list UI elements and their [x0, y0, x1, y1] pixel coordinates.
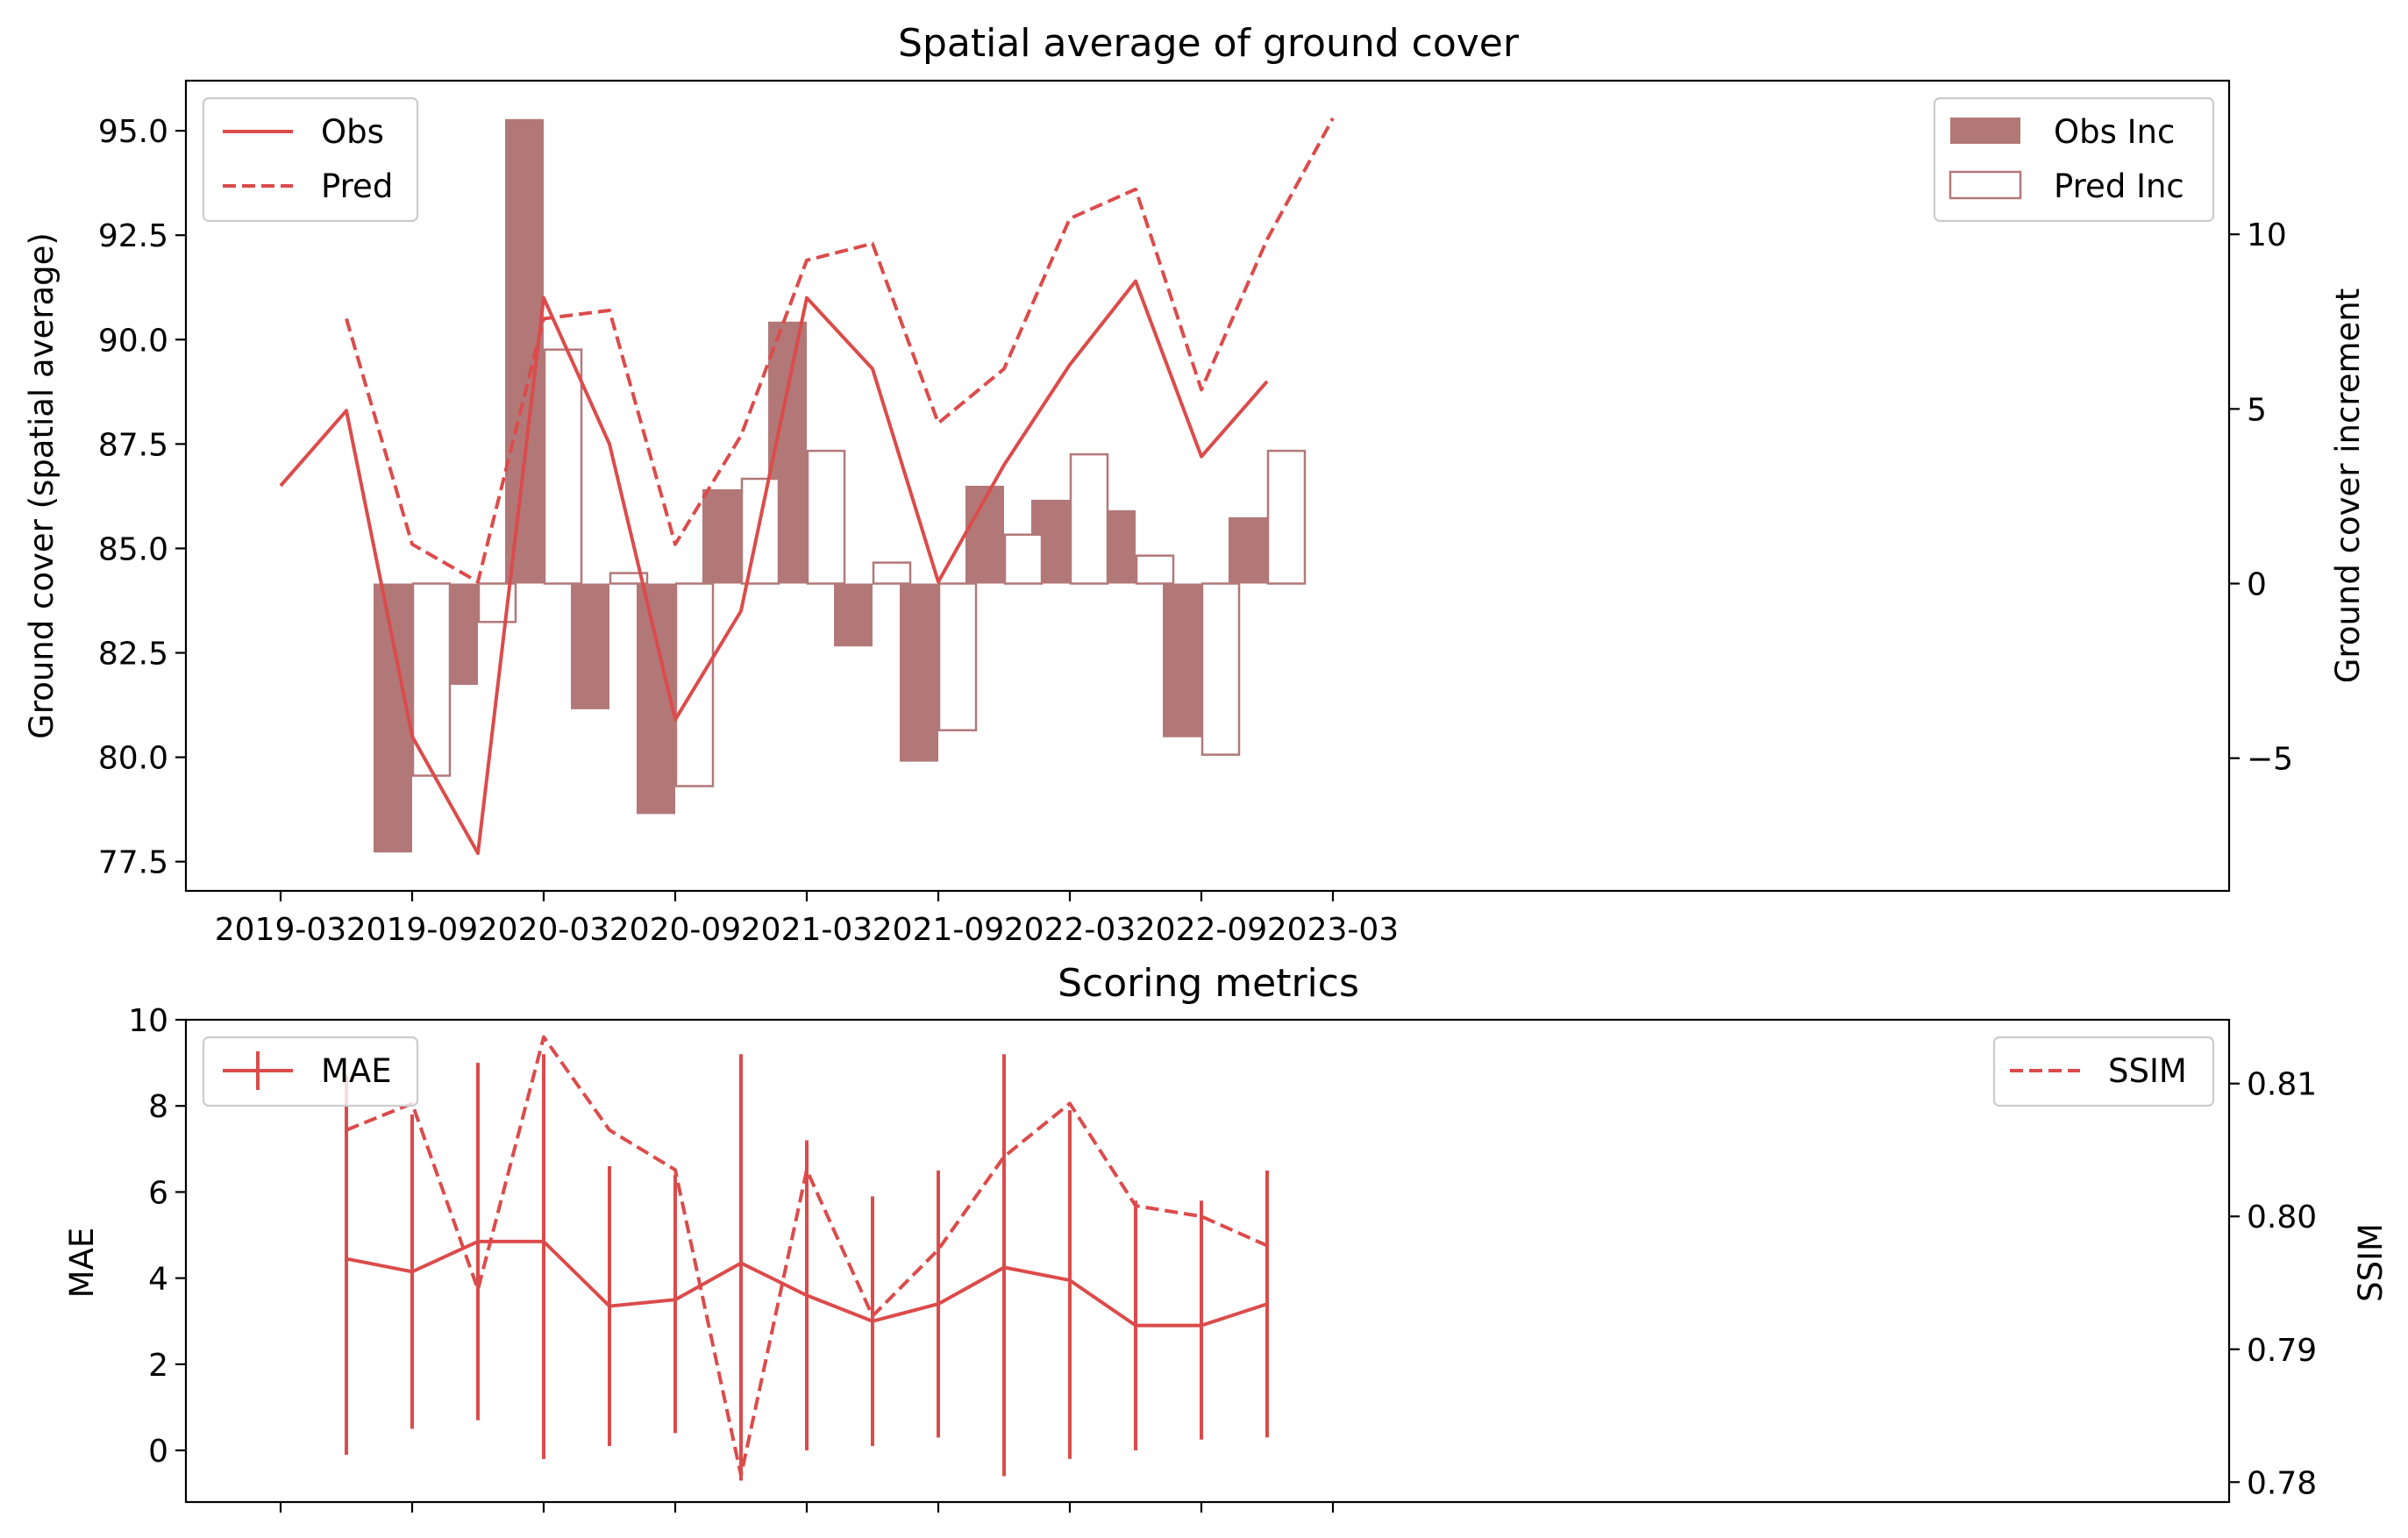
bottom-y-tick-label: 10: [128, 1003, 168, 1039]
obs-inc-bar: [834, 583, 873, 647]
top-y-tick-label: 90.0: [98, 323, 168, 359]
pred-inc-bar: [1266, 449, 1307, 585]
legend-pred-inc-swatch: [1948, 170, 2022, 200]
top-x-tick-label: 2023-03: [1267, 912, 1399, 948]
ground-cover-chart: Spatial average of ground cover 2019-03 2…: [23, 21, 2367, 948]
top-x-tick-label: 2020-03: [478, 912, 609, 948]
bottom-left-y-axis: 0 2 4 6 8 10: [128, 1003, 186, 1470]
bottom-plot-frame: [184, 1018, 2231, 1504]
bottom-y2-tick-label: 0.81: [2247, 1067, 2317, 1103]
pred-inc-bar: [411, 582, 452, 777]
bottom-left-legend: MAE: [202, 1036, 419, 1107]
pred-inc-bar: [740, 477, 780, 585]
bottom-right-y-label: SSIM: [2352, 1223, 2390, 1302]
increment-bars: [374, 118, 1307, 853]
top-y-tick-label: 80.0: [98, 741, 168, 777]
legend-obs-inc-swatch: [1950, 117, 2020, 144]
obs-inc-bar: [900, 583, 938, 762]
obs-inc-bar: [571, 583, 609, 709]
ssim-line: [346, 1035, 1268, 1477]
top-left-legend: Obs Pred: [202, 96, 419, 223]
scoring-metrics-chart: Scoring metrics 0 2 4 6 8 10 0.78 0.79 0.80 0.81…: [63, 961, 2390, 1513]
legend-mae-label: MAE: [321, 1052, 392, 1090]
top-x-tick-label: 2019-09: [346, 912, 478, 948]
pred-inc-bar: [543, 348, 583, 585]
pred-inc-bar: [609, 572, 649, 585]
top-y-tick-label: 95.0: [98, 114, 168, 150]
pred-inc-bar: [1069, 452, 1109, 585]
pred-inc-bar: [806, 449, 846, 585]
bottom-right-y-axis: 0.78 0.79 0.80 0.81: [2229, 1067, 2317, 1501]
top-right-legend: Obs Inc Pred Inc: [1933, 96, 2215, 223]
legend-ssim-label: SSIM: [2108, 1052, 2187, 1090]
ground-cover-lines: [279, 117, 1335, 856]
top-plot-frame: [184, 79, 2231, 893]
obs-line: [279, 279, 1269, 856]
pred-line: [345, 117, 1335, 584]
obs-inc-bar: [702, 488, 741, 584]
top-y2-tick-label: 10: [2247, 217, 2287, 253]
top-y-tick-label: 82.5: [98, 637, 168, 673]
top-left-y-axis: 77.5 80.0 82.5 85.0 87.5 90.0 92.5 95.0: [98, 114, 186, 881]
pred-inc-bar: [872, 561, 912, 585]
bottom-y-tick-label: 8: [148, 1089, 168, 1125]
obs-inc-bar: [1163, 583, 1201, 737]
top-x-tick-label: 2022-09: [1136, 912, 1267, 948]
top-left-y-label: Ground cover (spatial average): [23, 232, 61, 739]
bottom-y-tick-label: 6: [148, 1175, 168, 1211]
top-x-tick-label: 2020-09: [609, 912, 741, 948]
legend-pred-inc-label: Pred Inc: [2054, 167, 2184, 205]
top-x-tick-label: 2021-03: [741, 912, 873, 948]
bottom-x-axis: [279, 1502, 1335, 1513]
top-y2-tick-label: 5: [2247, 392, 2267, 428]
legend-pred-label: Pred: [321, 167, 393, 205]
bottom-right-legend-box: [1992, 1036, 2215, 1107]
top-y-tick-label: 87.5: [98, 427, 168, 463]
pred-inc-bar: [1135, 554, 1175, 585]
bottom-y-tick-label: 4: [148, 1262, 168, 1298]
bottom-right-legend: SSIM: [1992, 1036, 2215, 1107]
scoring-lines: [345, 1035, 1269, 1481]
bottom-y2-tick-label: 0.80: [2247, 1200, 2317, 1235]
top-y2-tick-label: −5: [2247, 742, 2293, 778]
pred-inc-bar: [1200, 582, 1241, 756]
top-y-tick-label: 77.5: [98, 845, 168, 881]
top-x-tick-label: 2019-03: [215, 912, 346, 948]
pred-inc-bar: [1003, 533, 1044, 585]
top-right-y-label: Ground cover increment: [2329, 288, 2367, 683]
legend-obs-inc-label: Obs Inc: [2054, 113, 2175, 151]
top-x-axis: 2019-03 2019-09 2020-03 2020-09 2021-03 2021-…: [215, 891, 1399, 948]
obs-inc-bar: [374, 583, 412, 853]
top-right-y-axis: −5 0 5 10: [2229, 217, 2293, 778]
obs-inc-bar: [1229, 516, 1267, 584]
top-left-legend-box: [202, 96, 419, 223]
bottom-chart-title: Scoring metrics: [1058, 961, 1359, 1006]
mae-line: [346, 1239, 1268, 1328]
bottom-left-y-label: MAE: [63, 1228, 101, 1299]
bottom-y-tick-label: 2: [148, 1348, 168, 1384]
bottom-y2-tick-label: 0.78: [2247, 1465, 2317, 1501]
legend-obs-label: Obs: [321, 113, 384, 151]
top-y-tick-label: 92.5: [98, 218, 168, 254]
top-x-tick-label: 2021-09: [873, 912, 1004, 948]
top-y2-tick-label: 0: [2247, 567, 2267, 603]
bottom-y-tick-label: 0: [148, 1434, 168, 1470]
bottom-y2-tick-label: 0.79: [2247, 1333, 2317, 1369]
top-chart-title: Spatial average of ground cover: [898, 21, 1520, 66]
top-x-tick-label: 2022-03: [1004, 912, 1136, 948]
pred-inc-bar: [937, 582, 978, 732]
top-y-tick-label: 85.0: [98, 531, 168, 567]
